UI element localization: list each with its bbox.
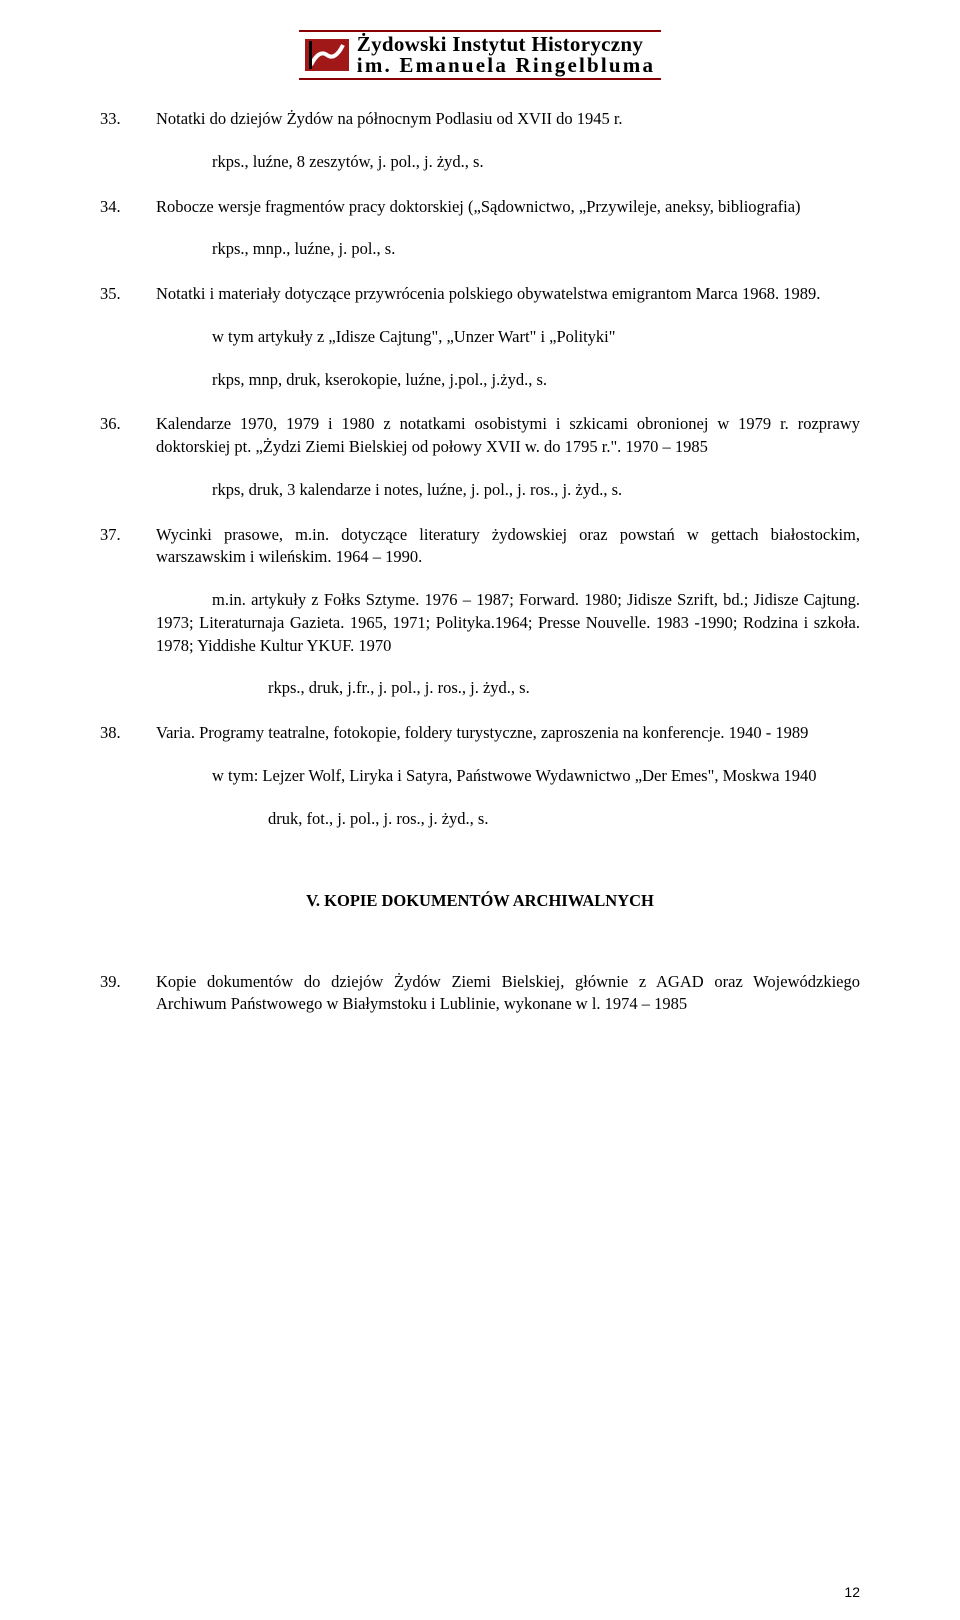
entry-34: 34. Robocze wersje fragmentów pracy dokt… (100, 196, 860, 262)
entry-36: 36. Kalendarze 1970, 1979 i 1980 z notat… (100, 413, 860, 501)
entry-title: Robocze wersje fragmentów pracy doktorsk… (156, 196, 860, 219)
entry-number: 38. (100, 722, 156, 745)
entry-number: 34. (100, 196, 156, 219)
entry-title: Wycinki prasowe, m.in. dotyczące literat… (156, 524, 860, 570)
entry-33: 33. Notatki do dziejów Żydów na północny… (100, 108, 860, 174)
entry-38: 38. Varia. Programy teatralne, fotokopie… (100, 722, 860, 830)
logo-graphic-icon (305, 35, 349, 75)
entry-sub: w tym: Lejzer Wolf, Liryka i Satyra, Pań… (156, 765, 860, 788)
logo-text: Żydowski Instytut Historyczny im. Emanue… (357, 34, 655, 76)
entry-title: Notatki do dziejów Żydów na północnym Po… (156, 108, 860, 131)
entry-title: Varia. Programy teatralne, fotokopie, fo… (156, 722, 860, 745)
logo-title-line1: Żydowski Instytut Historyczny (357, 34, 655, 55)
page-number: 12 (844, 1584, 860, 1600)
entry-sub: rkps, mnp, druk, kserokopie, luźne, j.po… (212, 369, 860, 392)
entry-number: 35. (100, 283, 156, 306)
logo-title-line2: im. Emanuela Ringelbluma (357, 55, 655, 76)
entry-number: 37. (100, 524, 156, 570)
page-header: Żydowski Instytut Historyczny im. Emanue… (100, 30, 860, 80)
entry-detail: rkps., luźne, 8 zeszytów, j. pol., j. ży… (212, 151, 860, 174)
entry-number: 39. (100, 971, 156, 1017)
entry-detail: rkps, druk, 3 kalendarze i notes, luźne,… (212, 479, 860, 502)
entry-39: 39. Kopie dokumentów do dziejów Żydów Zi… (100, 971, 860, 1017)
entry-35: 35. Notatki i materiały dotyczące przywr… (100, 283, 860, 391)
institute-logo: Żydowski Instytut Historyczny im. Emanue… (299, 30, 661, 80)
document-page: Żydowski Instytut Historyczny im. Emanue… (0, 0, 960, 1620)
entry-title: Kalendarze 1970, 1979 i 1980 z notatkami… (156, 413, 860, 459)
section-heading: V. KOPIE DOKUMENTÓW ARCHIWALNYCH (100, 891, 860, 911)
entry-sub: w tym artykuły z „Idisze Cajtung", „Unze… (212, 326, 860, 349)
entry-detail: rkps., mnp., luźne, j. pol., s. (212, 238, 860, 261)
entry-format: druk, fot., j. pol., j. ros., j. żyd., s… (268, 808, 860, 831)
entry-number: 36. (100, 413, 156, 459)
entry-title: Kopie dokumentów do dziejów Żydów Ziemi … (156, 971, 860, 1017)
entry-sub: m.in. artykuły z Fołks Sztyme. 1976 – 19… (156, 589, 860, 657)
entry-37: 37. Wycinki prasowe, m.in. dotyczące lit… (100, 524, 860, 701)
entry-format: rkps., druk, j.fr., j. pol., j. ros., j.… (268, 677, 860, 700)
entry-title: Notatki i materiały dotyczące przywrócen… (156, 283, 860, 306)
entry-number: 33. (100, 108, 156, 131)
